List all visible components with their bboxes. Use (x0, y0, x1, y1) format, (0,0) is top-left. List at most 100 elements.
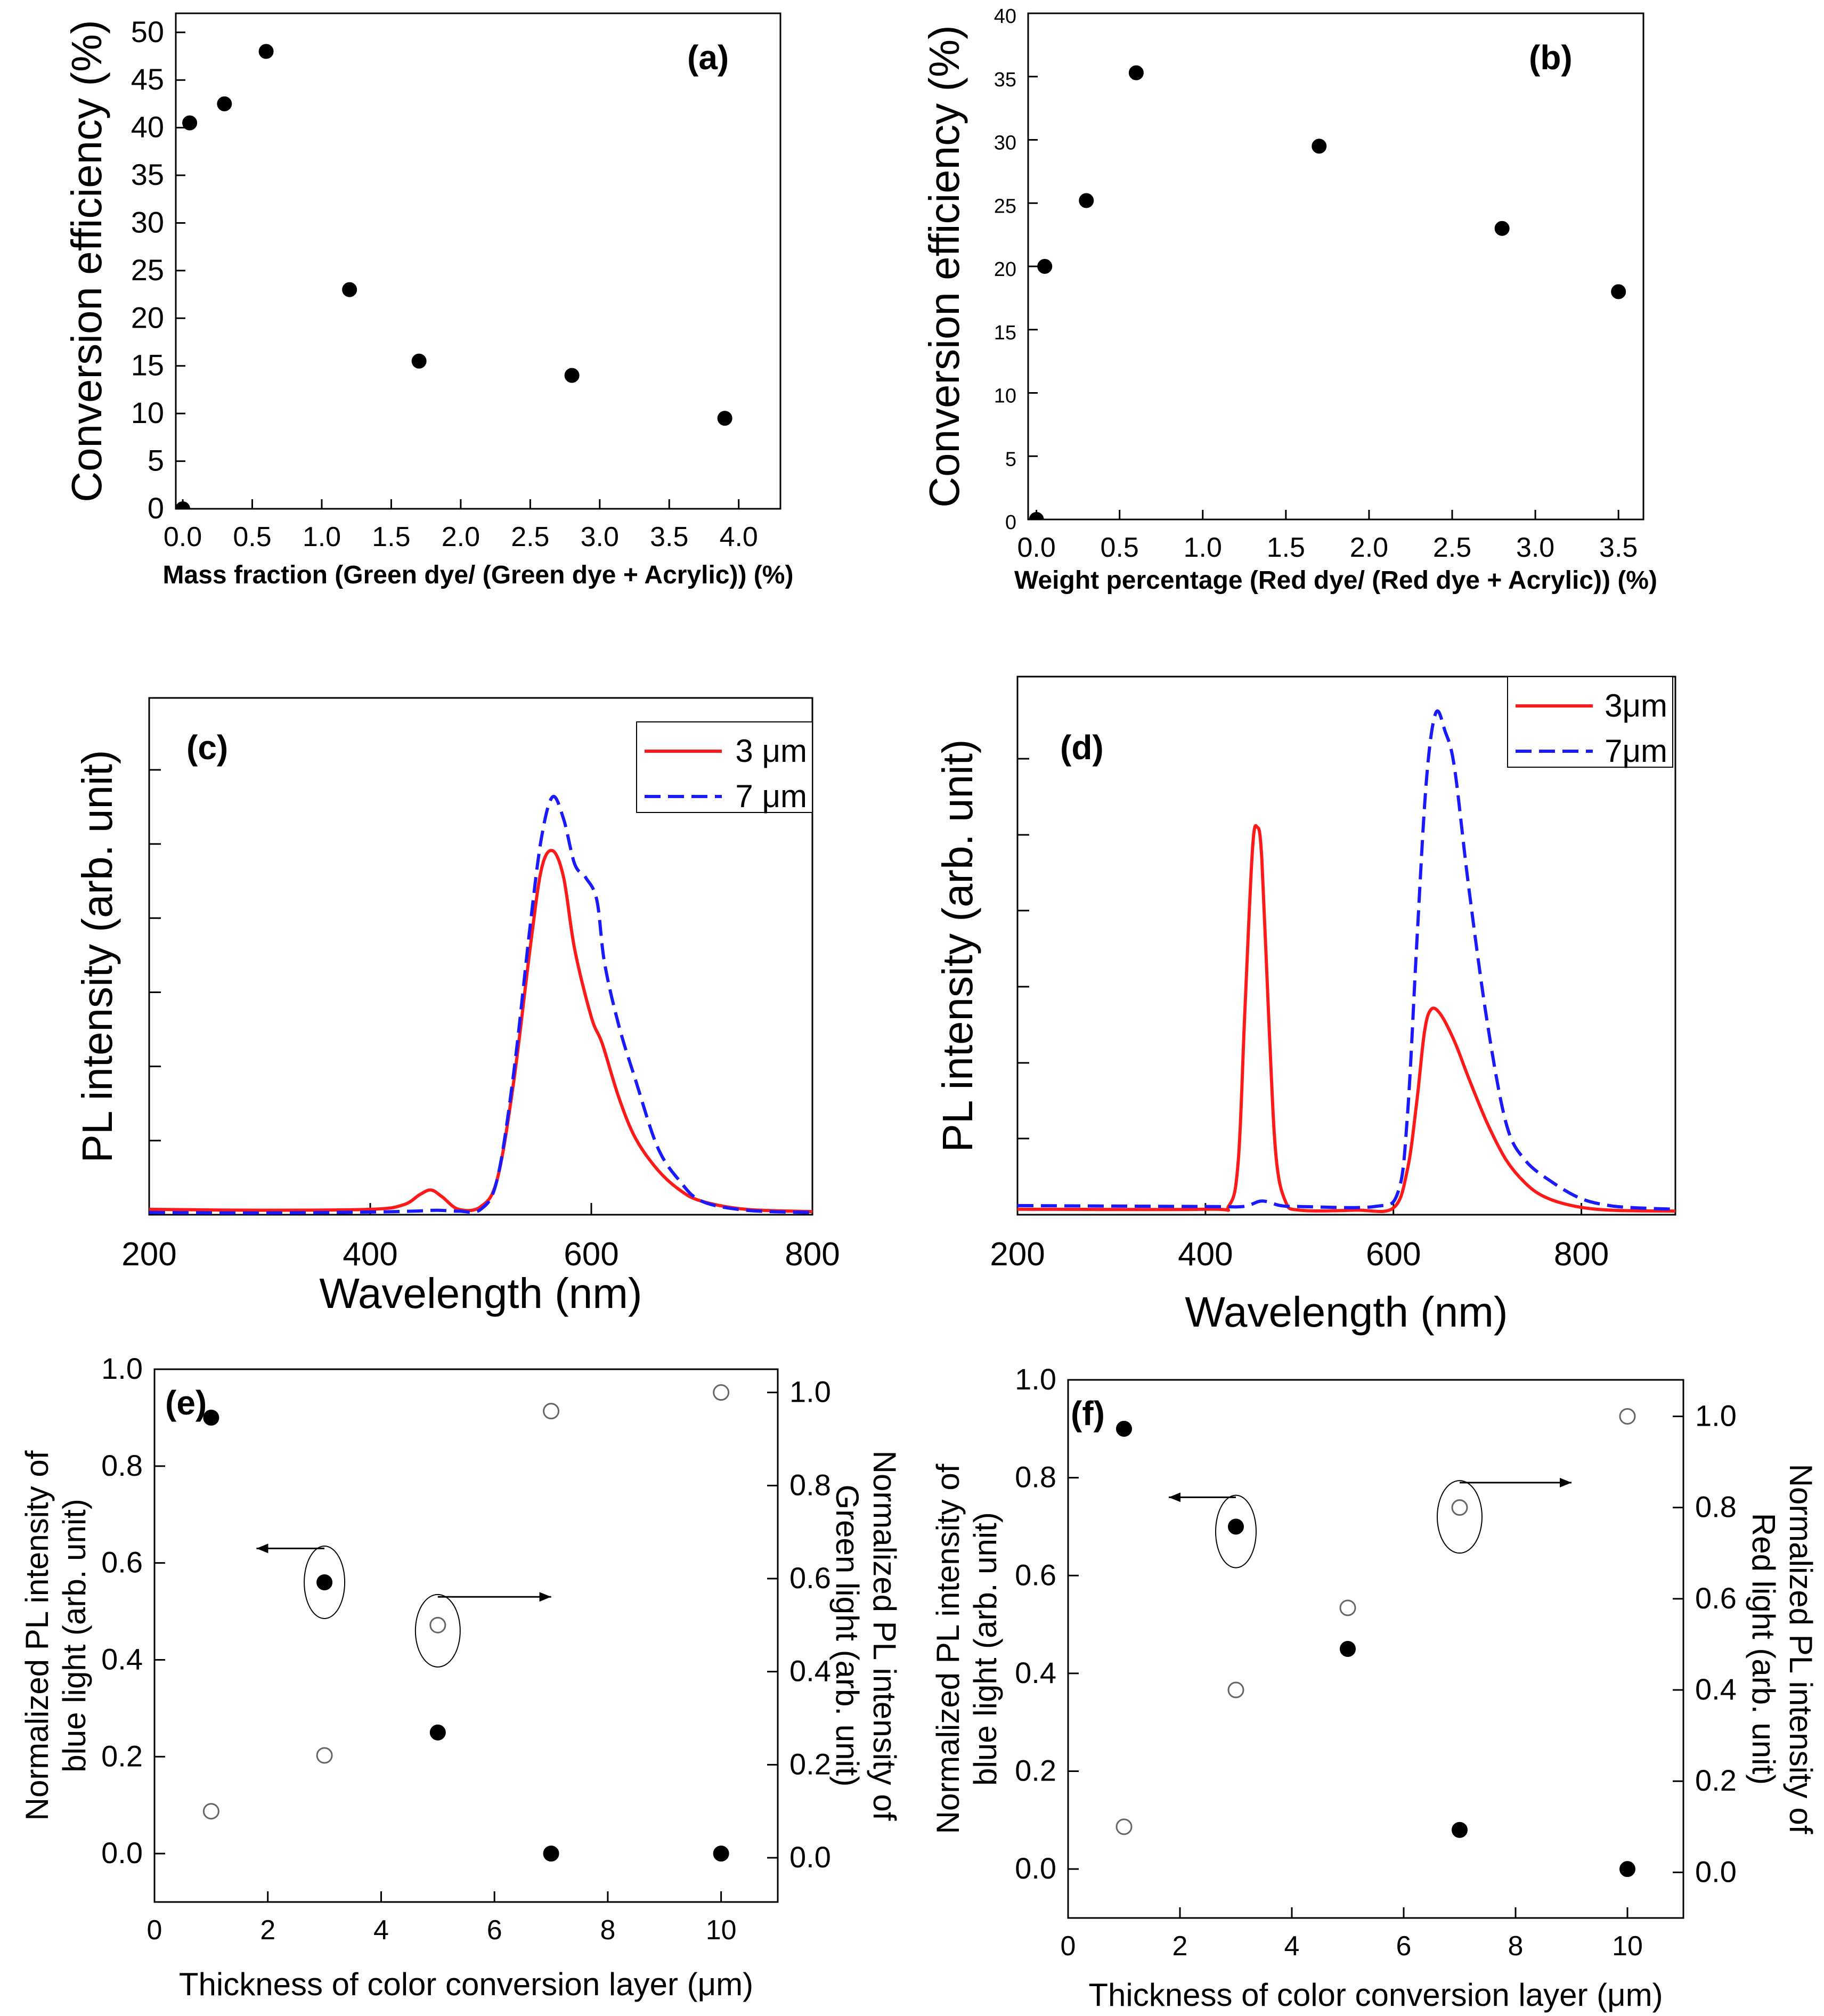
y-tick-label: 0.4 (1015, 1656, 1056, 1689)
data-point (713, 1846, 729, 1862)
data-point (1494, 221, 1510, 236)
y-tick-label: 5 (1005, 448, 1016, 470)
y2-tick-label: 0.8 (789, 1468, 831, 1501)
data-point (564, 368, 580, 383)
x-tick-label: 400 (1178, 1236, 1233, 1273)
x-tick-label: 1.5 (1267, 532, 1305, 563)
data-point (1340, 1641, 1356, 1657)
plot-frame (1016, 676, 1676, 1216)
x-tick-label: 1.5 (372, 522, 410, 552)
plot-frame (148, 697, 813, 1216)
annotation-ellipse (1437, 1480, 1483, 1554)
x-tick-label: 1.0 (1184, 532, 1222, 563)
y-tick-label: 0.2 (1015, 1754, 1056, 1787)
x-tick-label: 600 (1366, 1236, 1421, 1273)
y-tick-label: 20 (131, 300, 164, 334)
data-point (1452, 1822, 1468, 1838)
panel-d: 200 400 600 800 Wavelength (nm) PL intensity … (934, 676, 1676, 1336)
x-tick-label: 0.5 (1101, 532, 1139, 563)
panel-label-a: (a) (687, 38, 729, 77)
x-tick-label: 0.0 (1017, 532, 1055, 563)
y2-tick-label: 0.6 (789, 1561, 831, 1595)
annotation-ellipse (1215, 1494, 1257, 1568)
x-tick-label: 200 (121, 1236, 176, 1273)
annotation-arrow-head (1560, 1477, 1571, 1487)
plot-frame (175, 12, 781, 510)
y-tick-label: 15 (131, 348, 164, 382)
x-axis-title: Thickness of color conversion layer (μm) (1088, 1977, 1663, 2013)
x-tick-label: 4.0 (720, 522, 758, 552)
annotation-arrow-head (256, 1543, 268, 1554)
legend-label-1: 7μm (1605, 733, 1667, 769)
x-tick-label: 2 (1172, 1931, 1188, 1962)
y-tick-label: 0.6 (1015, 1558, 1056, 1591)
data-point (202, 1803, 219, 1820)
y2-axis-title-line2: Green light (arb. unit) (829, 1485, 865, 1787)
annotation-arrow-head (1169, 1492, 1180, 1502)
x-axis-title: Weight percentage (Red dye/ (Red dye + A… (1014, 566, 1657, 595)
annotation-ellipse (414, 1594, 461, 1668)
data-point (1079, 193, 1094, 208)
y-axis-title-line2: blue light (arb. unit) (967, 1512, 1003, 1786)
y2-tick-label: 0.2 (1695, 1763, 1737, 1797)
x-tick-label: 6 (1396, 1931, 1412, 1962)
y2-tick-label: 0.4 (1695, 1672, 1737, 1706)
series-line-1 (1017, 709, 1675, 1211)
data-point (1339, 1599, 1356, 1616)
y-tick-label: 30 (131, 205, 164, 239)
y-tick-label: 20 (994, 258, 1016, 281)
y-tick-label: 25 (131, 253, 164, 287)
x-tick-label: 4 (1284, 1931, 1300, 1962)
data-point (1115, 1818, 1133, 1835)
plot-frame (1027, 12, 1644, 521)
y-tick-label: 0.0 (101, 1836, 143, 1869)
data-point (1228, 1518, 1244, 1535)
panel-label-c: (c) (186, 728, 228, 767)
data-point (1312, 139, 1327, 154)
y-tick-label: 30 (994, 132, 1016, 155)
x-tick-label: 3.0 (1516, 532, 1554, 563)
data-point (1128, 65, 1144, 80)
y2-tick-label: 0.0 (1695, 1855, 1737, 1888)
y-axis-title-line1: Normalized PL intensity of (19, 1450, 55, 1820)
x-tick-label: 0.0 (164, 522, 202, 552)
y-tick-label: 0.4 (101, 1642, 143, 1676)
x-axis-title: Wavelength (nm) (319, 1270, 642, 1317)
y-tick-label: 25 (994, 195, 1016, 217)
y-tick-label: 0 (1005, 511, 1016, 534)
legend-label-0: 3μm (1605, 688, 1667, 724)
y-axis-title: PL intensity (arb. unit) (934, 739, 981, 1152)
panel-label-d: (d) (1060, 728, 1104, 767)
x-tick-label: 3.5 (1599, 532, 1638, 563)
x-tick-label: 2.0 (1350, 532, 1388, 563)
x-tick-label: 10 (1612, 1931, 1643, 1962)
data-point (1451, 1499, 1468, 1516)
panel-label-b: (b) (1529, 38, 1573, 77)
y2-tick-label: 0.2 (789, 1747, 831, 1781)
data-point (1619, 1408, 1636, 1425)
x-tick-label: 1.0 (303, 522, 341, 552)
panel-label-f: (f) (1071, 1394, 1105, 1433)
data-point (316, 1574, 333, 1590)
y-axis-title: Conversion efficiency (%) (921, 25, 968, 508)
y-tick-label: 5 (148, 444, 164, 477)
y2-tick-label: 0.6 (1695, 1581, 1737, 1615)
x-tick-label: 2.5 (511, 522, 549, 552)
panel-a: 0.0 0.5 1.0 1.5 2.0 2.5 3.0 3.5 4.0 0 5 10 15 20 25 30 3… (63, 12, 793, 589)
data-point (1037, 259, 1053, 274)
data-point (543, 1846, 559, 1862)
y-axis-title: Conversion efficiency (%) (63, 20, 110, 502)
x-tick-label: 3.0 (581, 522, 619, 552)
x-tick-label: 0 (147, 1915, 162, 1946)
data-point (258, 44, 274, 59)
x-tick-label: 8 (1508, 1931, 1524, 1962)
panel-e: 0 2 4 6 8 10 0.0 0.2 0.4 0.6 0.8 1.0 0.0 0.2 0.4 0.6 0.8… (19, 1352, 902, 2002)
x-tick-label: 6 (487, 1915, 502, 1946)
y-axis-title-line1: Normalized PL intensity of (930, 1464, 966, 1834)
y-tick-label: 40 (131, 110, 164, 144)
y-tick-label: 10 (994, 385, 1016, 408)
annotation-ellipse (304, 1546, 346, 1619)
data-point (203, 1409, 219, 1426)
panel-c: 200 400 600 800 Wavelength (nm) PL intensity … (74, 697, 840, 1317)
panel-f: 0 2 4 6 8 10 0.0 0.2 0.4 0.6 0.8 1.0 0.0 0.2 0.4 0.6 0.8… (930, 1362, 1819, 2013)
